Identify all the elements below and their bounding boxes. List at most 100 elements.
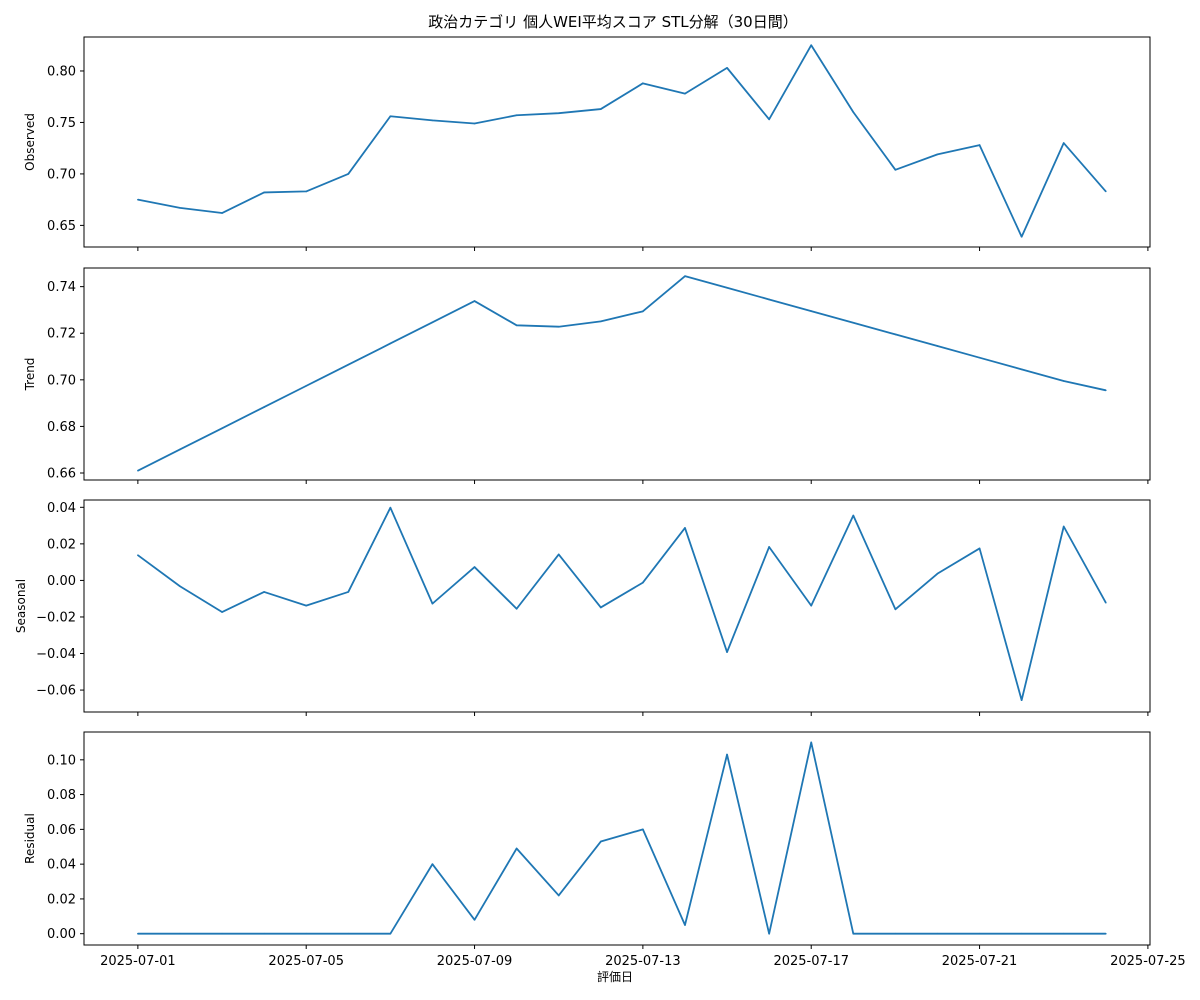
data-point (389, 506, 392, 509)
data-point (726, 67, 728, 69)
data-point (852, 321, 855, 324)
data-point (936, 572, 939, 575)
data-point (852, 111, 855, 113)
data-point (347, 173, 350, 175)
panel-frame (83, 499, 1151, 713)
data-point (557, 553, 560, 556)
data-point (852, 932, 855, 935)
data-point (221, 212, 223, 214)
data-point (515, 114, 518, 117)
y-tick-label: −0.04 (36, 647, 76, 662)
data-point (1062, 380, 1065, 382)
data-point (1062, 932, 1065, 935)
data-point (1062, 142, 1065, 144)
y-tick-label: 0.04 (47, 501, 76, 516)
data-point (1020, 235, 1023, 238)
y-tick-label: 0.72 (47, 327, 76, 342)
data-point (431, 321, 434, 324)
data-point (431, 863, 434, 865)
data-point (894, 168, 897, 171)
data-point (936, 345, 939, 347)
y-tick-label: 0.02 (47, 537, 76, 552)
data-point (263, 932, 265, 935)
data-point (305, 932, 308, 935)
data-point (347, 932, 350, 935)
y-tick-label: 0.04 (47, 858, 76, 873)
panel-frame (83, 267, 1151, 481)
y-tick-label: −0.06 (36, 684, 76, 699)
y-tick-label: 0.65 (47, 219, 76, 234)
panel-observed: 0.65 0.70 0.75 0.80 Observed (23, 36, 1151, 251)
data-point (473, 918, 476, 921)
y-axis-title: Residual (23, 813, 37, 864)
y-tick-label: 0.00 (47, 927, 76, 942)
data-point (263, 591, 265, 593)
data-point (642, 82, 644, 85)
y-tick-label: 0.66 (47, 467, 76, 482)
data-point (473, 122, 476, 125)
data-point (305, 604, 308, 607)
data-point (936, 153, 939, 156)
data-point (684, 924, 686, 926)
data-point (137, 554, 139, 556)
data-point (263, 191, 265, 194)
data-point (978, 144, 981, 146)
data-point (726, 287, 728, 289)
data-point (347, 591, 350, 593)
y-tick-label: 0.02 (47, 892, 76, 907)
data-point (263, 406, 265, 408)
data-point (642, 310, 644, 313)
data-point (389, 342, 392, 345)
data-point (599, 606, 602, 609)
x-tick-label: 2025-07-13 (605, 954, 681, 969)
y-tick-label: 0.70 (47, 373, 76, 388)
data-point (347, 363, 350, 366)
data-point (137, 469, 139, 472)
data-point (684, 92, 686, 95)
panel-trend: 0.66 0.68 0.70 0.72 0.74 Trend (23, 267, 1151, 484)
data-point (768, 932, 770, 935)
data-point (137, 932, 139, 935)
y-tick-label: 0.80 (47, 64, 76, 79)
data-point (726, 651, 728, 653)
data-point (936, 932, 939, 935)
data-point (726, 753, 728, 756)
y-tick-label: 0.10 (47, 753, 76, 768)
y-tick-label: 0.75 (47, 116, 76, 131)
data-point (810, 44, 813, 47)
data-point (1105, 932, 1107, 935)
series-line-observed (137, 44, 1107, 238)
y-tick-label: 0.08 (47, 788, 76, 803)
y-axis-title: Trend (23, 358, 37, 392)
data-point (810, 310, 813, 312)
series-line-trend (137, 275, 1107, 472)
x-tick-label: 2025-07-25 (1110, 954, 1186, 969)
data-point (221, 611, 223, 613)
y-tick-label: 0.06 (47, 823, 76, 838)
x-axis-title: 評価日 (597, 969, 633, 984)
data-point (515, 607, 518, 610)
data-point (894, 333, 897, 336)
data-point (431, 602, 434, 605)
data-point (894, 932, 897, 935)
data-point (1020, 368, 1023, 371)
x-tick-label: 2025-07-21 (942, 954, 1018, 969)
data-point (431, 119, 434, 122)
data-point (599, 840, 602, 843)
series-line-seasonal (137, 506, 1107, 702)
x-tick-label: 2025-07-09 (437, 954, 513, 969)
data-point (221, 427, 223, 430)
data-point (894, 608, 897, 611)
data-point (515, 847, 518, 850)
data-point (684, 275, 686, 277)
x-tick-label: 2025-07-05 (268, 954, 344, 969)
panel-residual: 0.00 0.02 0.04 0.06 0.08 0.10 Residual 2025-07-… (23, 731, 1186, 969)
data-point (473, 566, 476, 568)
y-tick-label: 0.68 (47, 420, 76, 435)
data-point (1105, 601, 1107, 604)
data-point (642, 828, 644, 831)
data-point (557, 894, 560, 897)
data-point (305, 385, 308, 387)
data-point (978, 932, 981, 935)
